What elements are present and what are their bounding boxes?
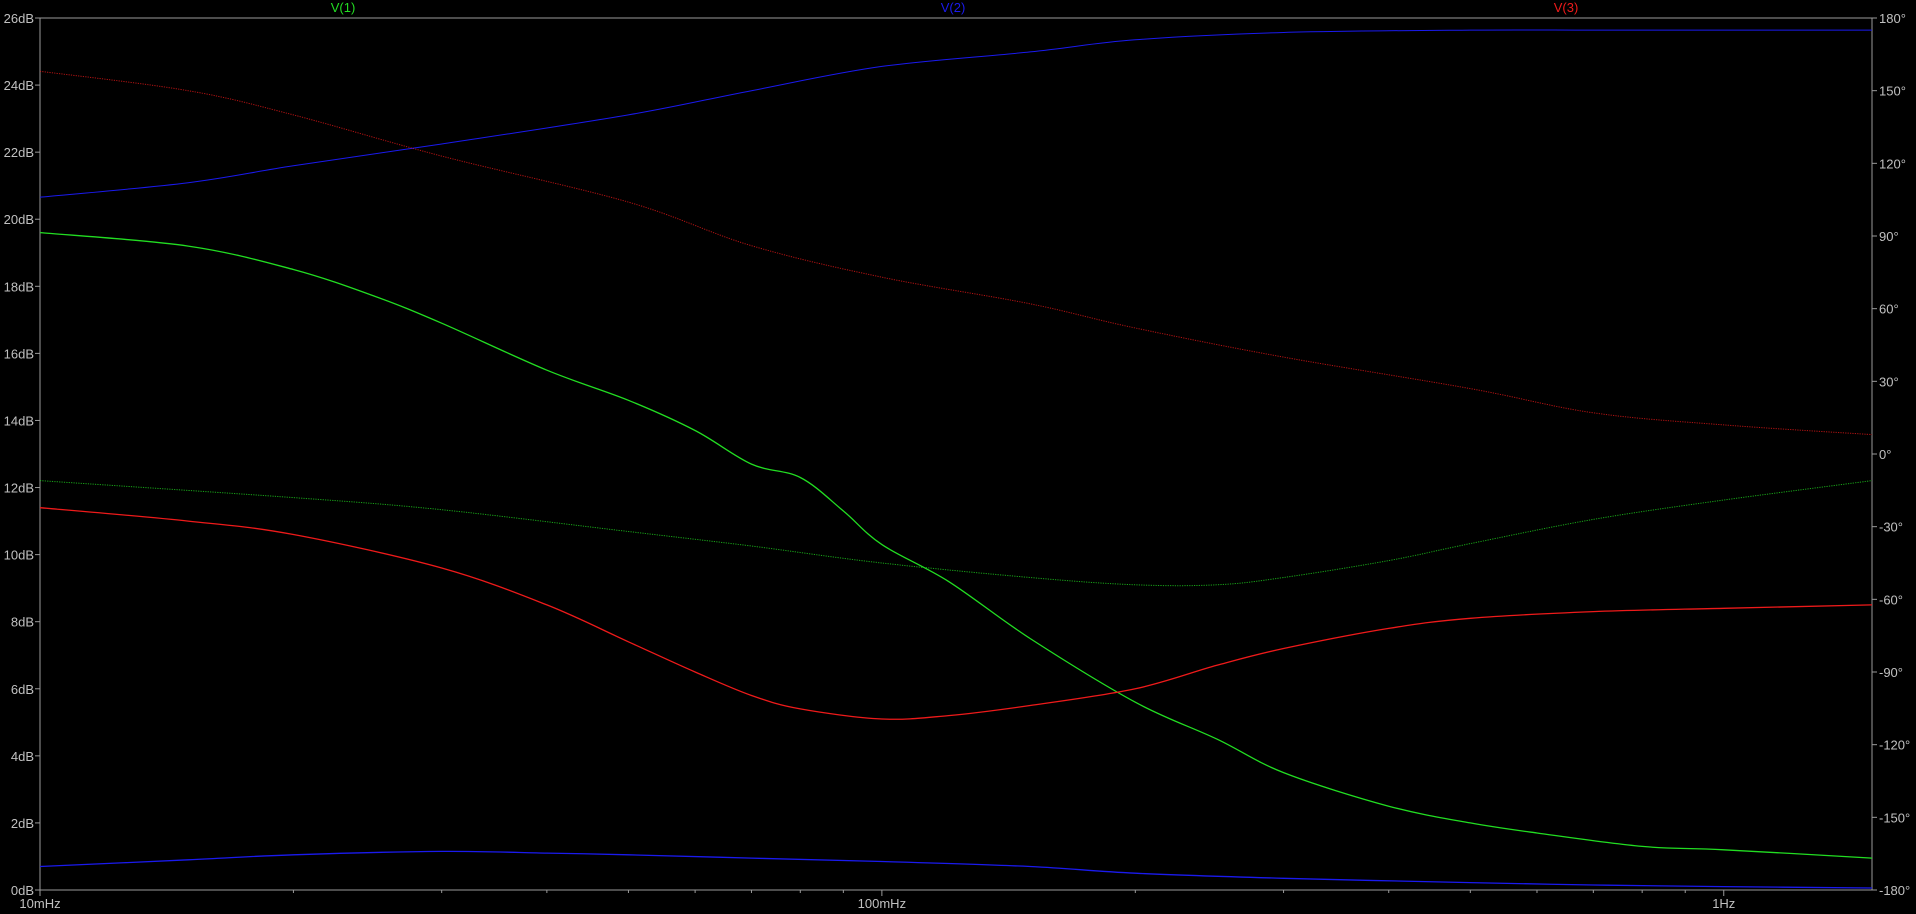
y-right-tick-label: 180° [1879,11,1906,26]
y-right-tick-label: 150° [1879,84,1906,99]
y-left-tick-label: 20dB [4,212,34,227]
y-right-tick-label: -150° [1879,810,1910,825]
y-right-tick-label: 0° [1879,447,1891,462]
y-right-tick-label: -120° [1879,738,1910,753]
y-right-tick-label: -180° [1879,883,1910,898]
y-left-tick-label: 14dB [4,413,34,428]
y-right-tick-label: 90° [1879,229,1899,244]
y-left-tick-label: 12dB [4,481,34,496]
y-left-tick-label: 8dB [11,615,34,630]
x-tick-label: 10mHz [19,896,60,911]
y-left-tick-label: 24dB [4,78,34,93]
y-right-tick-label: 120° [1879,156,1906,171]
y-left-tick-label: 6dB [11,682,34,697]
y-left-tick-label: 22dB [4,145,34,160]
y-left-tick-label: 26dB [4,11,34,26]
y-right-tick-label: -90° [1879,665,1903,680]
y-left-tick-label: 18dB [4,279,34,294]
legend-v3[interactable]: V(3) [1554,0,1579,15]
legend-v1[interactable]: V(1) [331,0,356,15]
legend-v2[interactable]: V(2) [941,0,966,15]
y-left-tick-label: 4dB [11,749,34,764]
y-right-tick-label: -60° [1879,592,1903,607]
y-right-tick-label: 60° [1879,302,1899,317]
x-tick-label: 100mHz [858,896,906,911]
y-left-tick-label: 10dB [4,548,34,563]
y-left-tick-label: 2dB [11,816,34,831]
y-right-tick-label: 30° [1879,374,1899,389]
x-tick-label: 1Hz [1712,896,1735,911]
y-left-tick-label: 16dB [4,346,34,361]
y-right-tick-label: -30° [1879,520,1903,535]
